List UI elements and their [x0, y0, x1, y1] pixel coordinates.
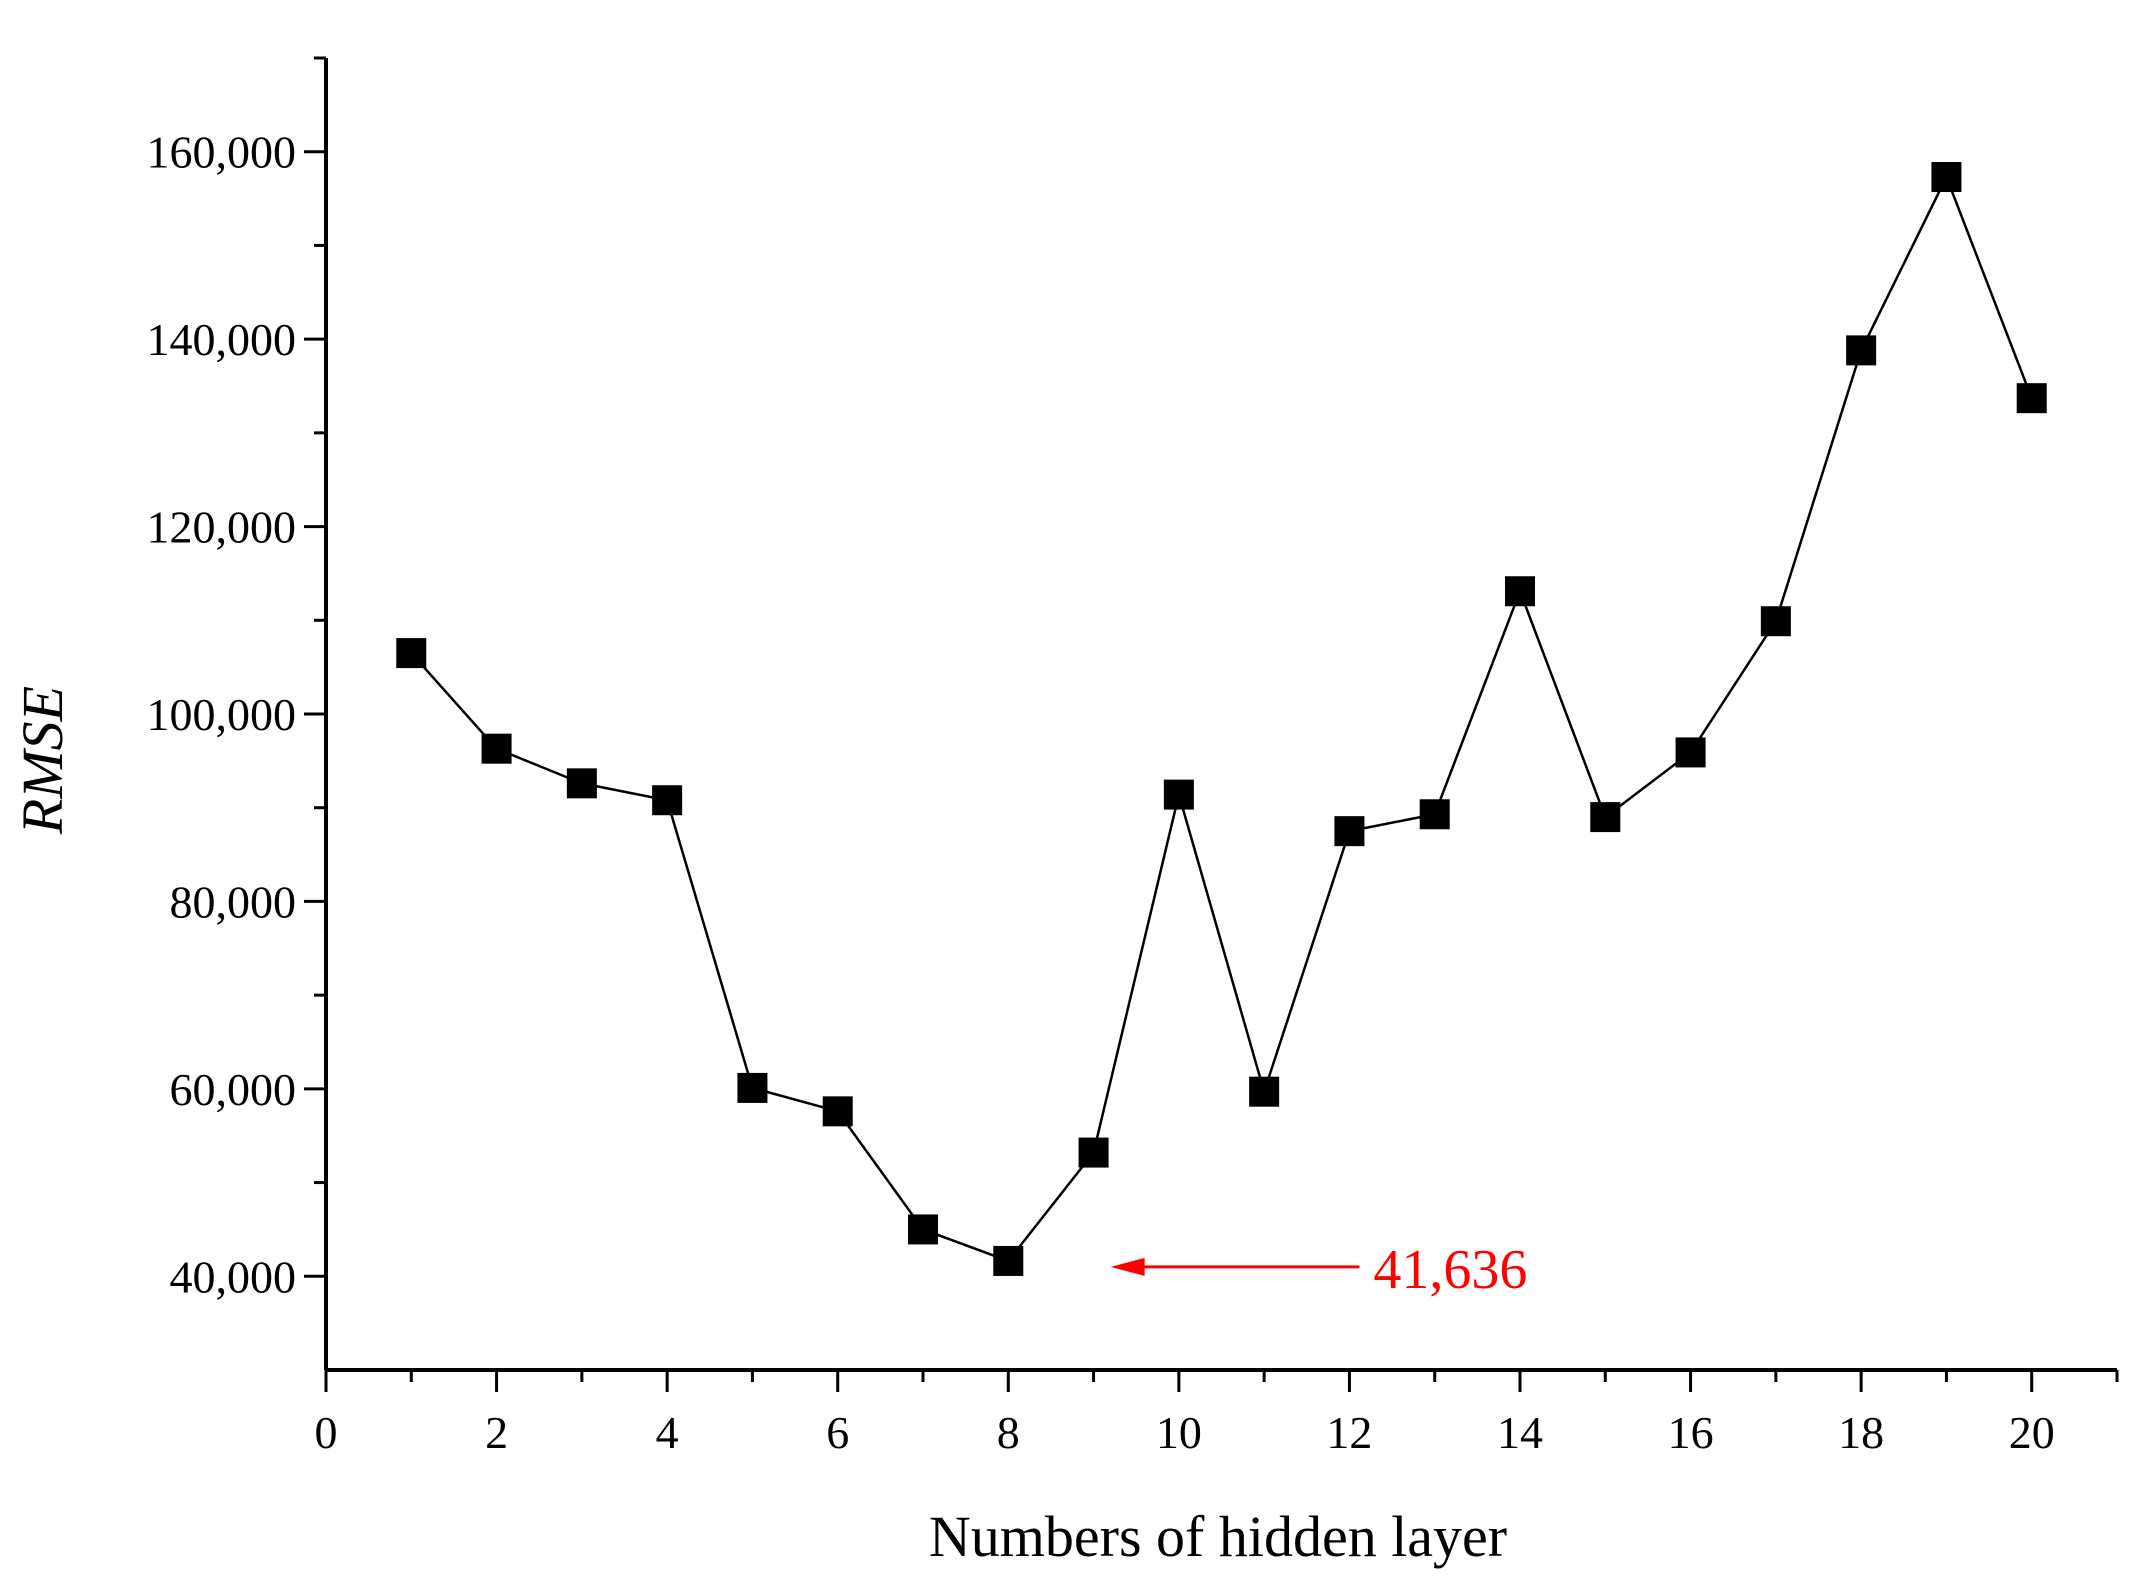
data-point	[1590, 802, 1621, 833]
x-tick-label: 20	[2009, 1407, 2055, 1458]
x-tick-label: 0	[315, 1407, 338, 1458]
data-point	[1846, 335, 1877, 366]
data-point	[908, 1214, 938, 1245]
annotation-label: 41,636	[1373, 1239, 1527, 1301]
y-tick-label: 120,000	[147, 502, 297, 553]
y-tick-label: 140,000	[147, 314, 297, 365]
data-point	[1675, 737, 1706, 768]
data-point	[1078, 1137, 1109, 1168]
x-tick-label: 12	[1326, 1407, 1372, 1458]
data-point	[481, 733, 512, 764]
x-tick-label: 16	[1668, 1407, 1714, 1458]
data-point	[2016, 383, 2047, 414]
x-tick-label: 2	[485, 1407, 508, 1458]
x-tick-label: 10	[1156, 1407, 1202, 1458]
x-tick-label: 6	[826, 1407, 849, 1458]
data-point	[652, 785, 683, 816]
x-tick-label: 4	[656, 1407, 679, 1458]
y-tick-label: 40,000	[170, 1251, 297, 1302]
data-point	[1249, 1076, 1280, 1107]
data-point	[1931, 162, 1962, 193]
series-line-layer	[410, 173, 2033, 1263]
data-point	[1760, 606, 1791, 637]
y-tick-label: 160,000	[147, 127, 297, 178]
y-tick-label: 100,000	[147, 689, 297, 740]
data-point	[566, 768, 597, 799]
data-point	[396, 638, 427, 669]
x-axis-ticks: 0 2 4 6 8 10 12 14 16 18 20	[315, 1370, 2119, 1458]
x-tick-label: 14	[1497, 1407, 1543, 1458]
x-tick-label: 18	[1838, 1407, 1884, 1458]
annotation-arrow-head	[1110, 1257, 1145, 1276]
y-axis-ticks: 40,000 60,000 80,000 100,000 120,000 140,000 1…	[147, 56, 326, 1302]
data-point	[822, 1096, 853, 1127]
data-point	[1505, 576, 1535, 607]
data-point	[737, 1072, 768, 1103]
data-point	[993, 1245, 1024, 1276]
axes	[324, 58, 2117, 1372]
annotation-layer: 41,636	[1110, 1239, 1527, 1301]
data-point	[1419, 799, 1450, 830]
data-point	[1163, 779, 1194, 810]
data-point-markers	[396, 162, 2047, 1276]
series-line	[410, 173, 2033, 1263]
x-tick-label: 8	[997, 1407, 1020, 1458]
x-axis-title: Numbers of hidden layer	[929, 1504, 1507, 1569]
y-tick-label: 80,000	[170, 876, 297, 927]
y-axis-title: RMSE	[10, 686, 75, 835]
y-tick-label: 60,000	[170, 1064, 297, 1115]
data-point	[1334, 816, 1365, 847]
